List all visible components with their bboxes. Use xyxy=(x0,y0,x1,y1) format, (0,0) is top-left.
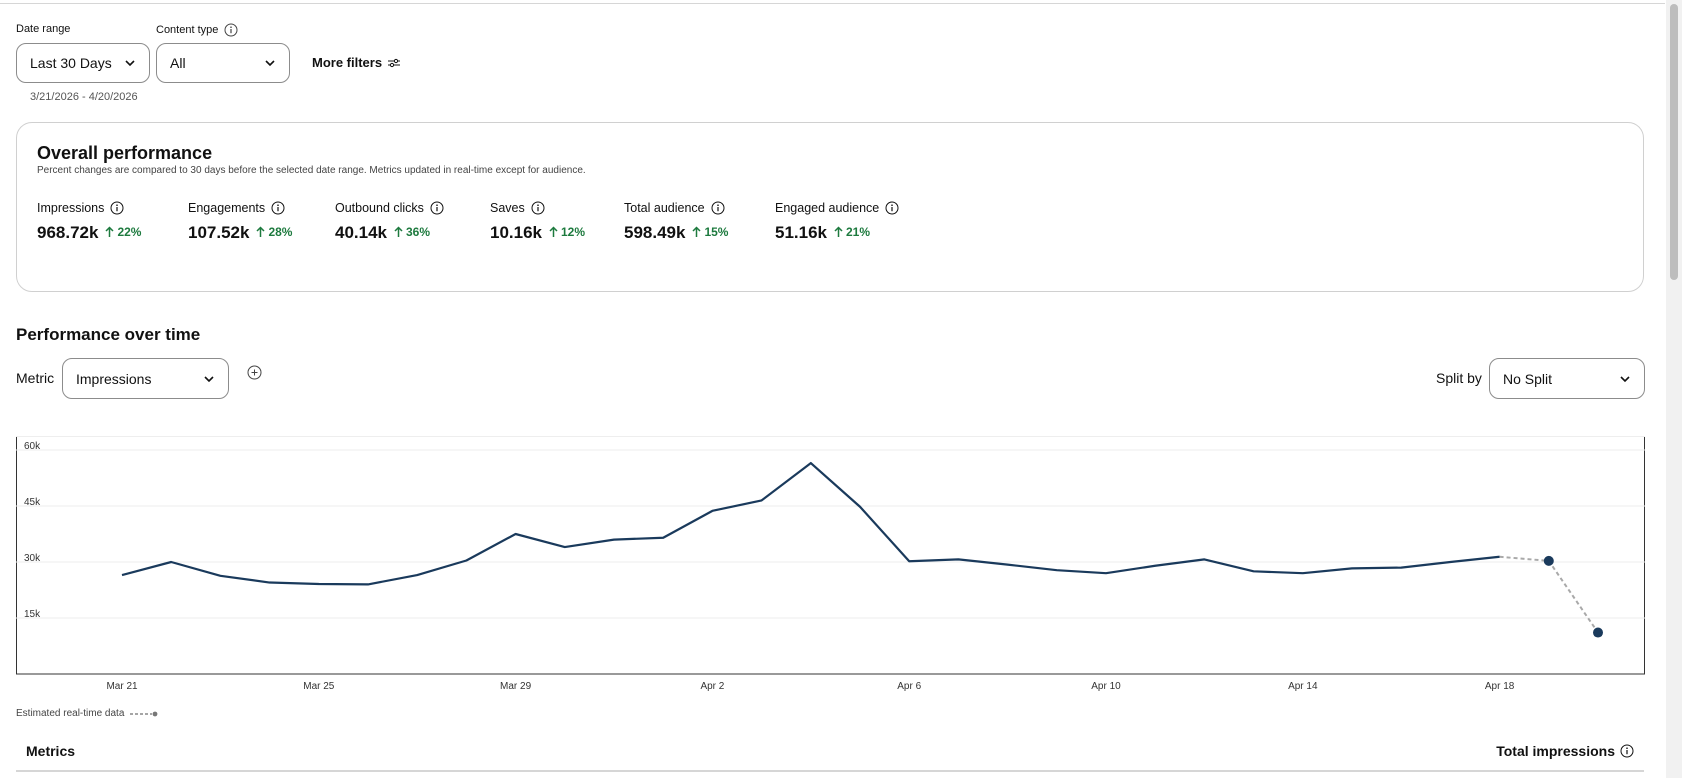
x-tick-label: Apr 2 xyxy=(700,681,724,692)
metric-change: 28% xyxy=(268,225,293,239)
date-range-value: Last 30 Days xyxy=(30,55,112,71)
chevron-down-icon xyxy=(125,60,135,67)
metric-label: Outbound clicks xyxy=(335,201,424,215)
metric-label: Total audience xyxy=(624,201,705,215)
total-impressions-label: Total impressions xyxy=(1496,743,1615,759)
metric-change: 22% xyxy=(117,225,142,239)
x-tick-label: Mar 25 xyxy=(303,681,335,692)
x-tick-label: Apr 10 xyxy=(1091,681,1121,692)
arrow-up-icon xyxy=(256,226,265,237)
total-impressions-header[interactable]: Total impressions xyxy=(1496,743,1634,759)
metric-change: 12% xyxy=(561,225,586,239)
arrow-up-icon xyxy=(834,226,843,237)
metric-change: 36% xyxy=(406,225,431,239)
content-type-label: Content type xyxy=(156,24,219,36)
estimated-series-line xyxy=(1499,555,1599,634)
estimated-note: Estimated real-time data xyxy=(16,708,125,719)
info-icon[interactable] xyxy=(711,201,725,215)
split-by-select[interactable]: No Split xyxy=(1489,358,1645,399)
info-icon[interactable] xyxy=(1620,744,1634,758)
split-by-label: Split by xyxy=(1436,370,1482,386)
overall-performance-card: Overall performance Percent changes are … xyxy=(16,122,1644,292)
y-tick-label: 45k xyxy=(24,497,41,508)
x-tick-label: Apr 18 xyxy=(1485,681,1515,692)
metric-label: Engagements xyxy=(188,201,266,215)
metric-change: 15% xyxy=(704,225,729,239)
info-icon[interactable] xyxy=(271,201,285,215)
more-filters-button[interactable]: More filters xyxy=(312,55,401,70)
x-tick-label: Mar 29 xyxy=(500,681,532,692)
metric-value: 107.52k xyxy=(188,223,250,242)
performance-title: Performance over time xyxy=(16,325,201,344)
x-tick-label: Apr 14 xyxy=(1288,681,1318,692)
content-type-value: All xyxy=(170,55,186,71)
metric-select-value: Impressions xyxy=(76,370,152,387)
overall-subtitle: Percent changes are compared to 30 days … xyxy=(37,165,586,176)
metric-select[interactable]: Impressions xyxy=(62,358,229,399)
split-by-value: No Split xyxy=(1503,370,1553,387)
y-tick-label: 60k xyxy=(24,441,41,452)
y-tick-label: 15k xyxy=(24,609,41,620)
metric-saves: Saves 10.16k 12% xyxy=(490,201,585,243)
metric-engagements: Engagements 107.52k 28% xyxy=(188,201,292,243)
metric-engaged-audience: Engaged audience 51.16k 21% xyxy=(775,201,899,243)
content-type-select[interactable]: All xyxy=(156,43,290,83)
arrow-up-icon xyxy=(105,226,114,237)
date-range-text: 3/21/2026 - 4/20/2026 xyxy=(30,91,138,103)
metric-label: Engaged audience xyxy=(775,201,880,215)
sliders-icon xyxy=(388,58,401,67)
metric-label: Impressions xyxy=(37,201,105,215)
add-metric-icon[interactable] xyxy=(247,365,262,380)
scrollbar-thumb[interactable] xyxy=(1670,4,1678,280)
top-divider xyxy=(0,3,1665,4)
info-icon[interactable] xyxy=(110,201,124,215)
metric-value: 40.14k xyxy=(335,223,387,242)
metric-total-audience: Total audience 598.49k 15% xyxy=(624,201,728,243)
metric-value: 51.16k xyxy=(775,223,827,242)
metric-change: 21% xyxy=(846,225,871,239)
metric-value: 10.16k xyxy=(490,223,542,242)
more-filters-label: More filters xyxy=(312,55,383,70)
chevron-down-icon xyxy=(265,60,275,67)
info-icon[interactable] xyxy=(224,23,238,37)
dashed-line-icon xyxy=(130,711,158,716)
metric-value: 598.49k xyxy=(624,223,686,242)
metric-select-label: Metric xyxy=(16,370,55,386)
impressions-series-line xyxy=(121,461,1500,586)
estimated-legend: Estimated real-time data xyxy=(16,708,158,719)
estimated-point[interactable] xyxy=(1543,555,1554,566)
content-type-label-wrap: Content type xyxy=(156,23,238,37)
metric-label: Saves xyxy=(490,201,525,215)
arrow-up-icon xyxy=(394,226,403,237)
chevron-down-icon xyxy=(1620,375,1630,382)
page-scrollbar[interactable] xyxy=(1666,0,1682,778)
metric-outbound-clicks: Outbound clicks 40.14k 36% xyxy=(335,201,444,243)
x-tick-label: Apr 6 xyxy=(897,681,921,692)
overall-title: Overall performance xyxy=(37,143,213,163)
estimated-point[interactable] xyxy=(1593,627,1603,638)
chevron-down-icon xyxy=(204,375,214,382)
metrics-table-header: Metrics Total impressions xyxy=(16,734,1644,772)
metric-impressions: Impressions 968.72k 22% xyxy=(37,201,141,243)
impressions-line-chart: 15k 30k 45k 60k Mar 21 Mar 25 Mar 29 Apr 2 Apr 6… xyxy=(16,436,1645,692)
metric-value: 968.72k xyxy=(37,223,99,242)
info-icon[interactable] xyxy=(430,201,444,215)
info-icon[interactable] xyxy=(531,201,545,215)
arrow-up-icon xyxy=(549,226,558,237)
date-range-select[interactable]: Last 30 Days xyxy=(16,43,150,83)
y-tick-label: 30k xyxy=(24,553,41,564)
date-range-label: Date range xyxy=(16,23,71,35)
x-tick-label: Mar 21 xyxy=(106,681,138,692)
info-icon[interactable] xyxy=(885,201,899,215)
arrow-up-icon xyxy=(692,226,701,237)
metrics-header: Metrics xyxy=(26,743,76,759)
